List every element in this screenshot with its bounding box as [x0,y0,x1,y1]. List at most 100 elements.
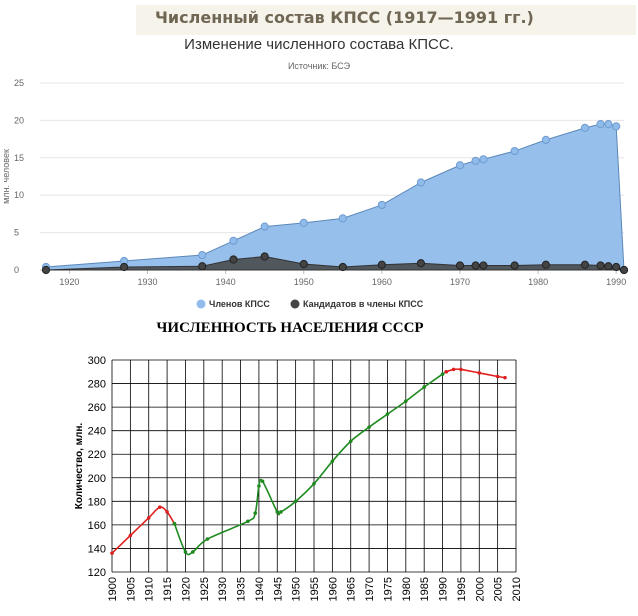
population-point [275,510,280,514]
population-point [444,369,449,374]
x-tick-label: 1980 [401,577,413,601]
members-point [596,120,605,129]
members-point [198,250,207,260]
x-tick-label: 1910 [144,577,156,601]
chart-subtitle: Источник: БСЭ [287,61,351,71]
members-point [612,122,621,131]
population-point [260,479,265,484]
y-tick-label: 15 [14,153,24,163]
y-tick-label: 200 [88,473,106,485]
candidates-point [612,262,621,272]
y-tick-label: 120 [88,567,106,579]
population-line-red [111,506,176,554]
x-tick-label: 1980 [528,277,548,287]
population-point [257,484,261,488]
banner-title: Численный состав КПСС (1917—1991 гг.) [155,8,534,27]
population-chart-title: ЧИСЛЕННОСТЬ НАСЕЛЕНИЯ СССР [156,320,424,336]
x-tick-label: 1960 [327,577,339,601]
members-point [479,155,488,164]
y-tick-label: 10 [14,190,24,200]
x-tick-label: 1930 [138,277,158,287]
members-point [471,156,480,165]
population-chart: 120 140 160 180 200 220 240 260 280 300 1900 1905 19… [74,355,523,601]
x-tick-label: 1955 [309,577,321,601]
x-tick-label: 1900 [107,577,119,601]
x-tick-label: 1950 [294,277,314,287]
legend-members-marker [196,299,206,309]
x-tick-label: 1920 [59,277,79,287]
y-axis-label: Количество, млн. [74,423,85,510]
population-point [312,481,316,486]
members-point [604,120,613,129]
y-tick-label: 240 [88,426,106,438]
population-point [477,371,482,375]
population-point [293,499,298,504]
x-tick-label: 1930 [217,577,229,601]
x-tick-label: 1915 [162,577,174,601]
population-point [253,511,258,515]
y-tick-label: 220 [88,449,106,461]
candidates-point [41,265,51,275]
members-point [229,236,238,245]
y-tick-label: 5 [14,228,19,238]
candidates-point [377,260,386,269]
x-tick-label: 2005 [493,577,505,601]
candidates-point [260,252,269,261]
y-tick-label: 25 [14,78,24,88]
members-point [338,214,347,223]
candidates-point [229,255,238,264]
members-point [377,200,386,210]
x-tick-label: 1975 [382,577,394,601]
candidates-point [596,261,605,270]
candidates-point [299,259,308,269]
x-tick-label: 1970 [450,277,470,287]
x-tick-label: 1965 [346,577,358,601]
y-tick-label: 180 [88,496,106,508]
candidates-point [338,262,347,272]
x-tick-label: 1945 [272,577,284,601]
chart-title: Изменение численного состава КПСС. [184,36,454,53]
members-point [260,222,269,231]
x-tick-label: 1920 [180,577,192,601]
y-axis-label: млн. человек [1,149,11,204]
y-tick-label: 300 [88,355,106,367]
population-point [172,521,177,526]
party-membership-chart: 0 5 10 15 20 25 1920 1930 1940 1950 1960 1970 1980 19… [1,78,629,309]
population-point [348,439,353,444]
population-point [110,551,114,555]
x-tick-label: 1985 [419,577,431,601]
x-tick-label: 1970 [364,577,376,601]
x-tick-label: 1940 [254,577,266,601]
legend-candidates-label: Кандидатов в члены КПСС [303,299,424,309]
population-line-green [173,371,447,556]
population-point [205,537,210,541]
y-tick-label: 0 [14,265,19,275]
x-tick-label: 1935 [236,577,248,601]
population-point [191,550,195,554]
y-tick-label: 160 [88,520,106,532]
x-tick-label: 1990 [438,577,450,601]
header-banner [136,5,636,35]
candidates-point [580,260,590,269]
y-tick-label: 20 [14,115,24,125]
candidates-point [198,262,207,271]
population-point [440,372,445,376]
population-point [157,505,162,510]
population-point [279,510,283,514]
population-point [404,399,408,404]
members-point [455,161,465,170]
members-point [416,178,426,187]
population-point [451,367,456,372]
candidates-point [510,261,519,270]
y-tick-label: 140 [88,543,106,555]
candidates-point [479,261,488,270]
candidates-point [416,259,426,268]
x-tick-label: 1995 [456,577,468,601]
legend-candidates-marker [290,299,300,309]
candidates-point [455,261,465,270]
population-point [459,367,463,372]
members-point [510,146,519,156]
population-point [183,550,188,554]
candidates-point [471,261,480,270]
members-point [299,218,308,227]
